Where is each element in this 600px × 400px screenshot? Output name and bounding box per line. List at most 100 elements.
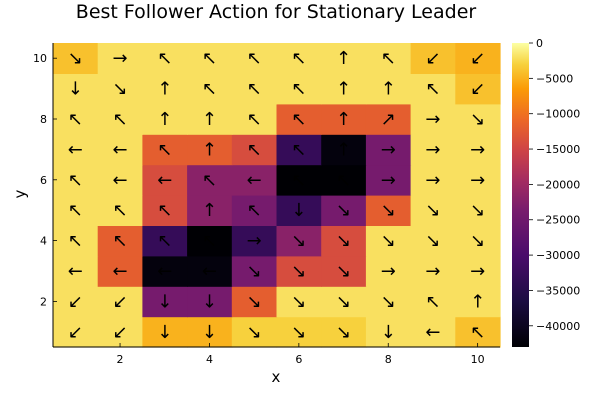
heatmap-cell (187, 164, 233, 196)
heatmap-cell (53, 134, 99, 166)
heatmap-cell (231, 255, 278, 287)
action-arrow: ↖ (291, 170, 306, 191)
heatmap-cell (142, 286, 188, 318)
heatmap-cell (321, 73, 367, 105)
heatmap-cell (321, 164, 367, 196)
action-arrow: → (425, 261, 440, 282)
heatmap-cell (97, 316, 143, 348)
action-arrow: ↙ (425, 48, 440, 69)
heatmap-cell (410, 195, 456, 226)
heatmap-cell (410, 43, 456, 74)
heatmap-cell (97, 103, 143, 135)
heatmap-cell (142, 225, 188, 257)
heatmap-cell (231, 43, 278, 74)
action-arrow: ↘ (113, 79, 128, 100)
heatmap-cell (142, 316, 188, 348)
heatmap-cell (187, 316, 233, 348)
arrow-layer: ↙ ↙ ↓ ↓ ↘ ↘ ↘ ↓ ← ↖ ↙ ↙ ↓ ↓ ↘ ↘ ↘ ↘ ↖ ↑ ← ← ← ← ↘ ↘ ↘ → → → ↖ ↖ ↖ ↖ → ↘ ↘ ↘ ↘ ↘… (68, 48, 485, 343)
action-arrow: ← (157, 261, 172, 282)
colorbar-tick-label: 0 (536, 37, 543, 50)
action-arrow: ← (202, 261, 217, 282)
heatmap-cell (231, 164, 278, 196)
heatmap-cell (53, 164, 99, 196)
heatmap-cell (365, 134, 412, 166)
heatmap-cell (321, 255, 367, 287)
action-arrow: ↘ (291, 231, 306, 252)
x-axis-ticks: 2 4 6 8 10 (117, 343, 485, 366)
action-arrow: ↘ (336, 291, 351, 312)
heatmap-cell (97, 73, 143, 105)
action-arrow: ↖ (68, 109, 83, 130)
action-arrow: → (425, 109, 440, 130)
heatmap-cell (321, 43, 367, 74)
action-arrow: ↘ (470, 200, 485, 221)
action-arrow: → (381, 261, 396, 282)
heatmap-cell (410, 316, 456, 348)
y-tick-label: 6 (40, 174, 47, 187)
heatmap-cell (142, 255, 188, 287)
heatmap-cell (231, 316, 278, 348)
heatmap-cell (321, 286, 367, 318)
action-arrow: ↖ (68, 200, 83, 221)
heatmap-cell (365, 164, 412, 196)
action-arrow: ↖ (291, 48, 306, 69)
action-arrow: ↖ (425, 291, 440, 312)
heatmap-cell (142, 73, 188, 105)
action-arrow: ↘ (68, 48, 83, 69)
action-arrow: → (425, 170, 440, 191)
action-arrow: ↘ (425, 231, 440, 252)
action-arrow: ↙ (68, 291, 83, 312)
action-arrow: ↘ (381, 231, 396, 252)
heatmap-cell (231, 134, 278, 166)
heatmap-cell (365, 195, 412, 226)
heatmap-cell (187, 195, 233, 226)
heatmap-cell (97, 225, 143, 257)
heatmap-cell (276, 286, 322, 318)
heatmap-cell (142, 103, 188, 135)
action-arrow: → (470, 139, 485, 160)
heatmap-cell (276, 103, 322, 135)
y-axis-ticks: 2 4 6 8 10 (33, 52, 57, 308)
action-arrow: ↑ (202, 139, 217, 160)
heatmap-cell (97, 286, 143, 318)
action-arrow: ↖ (202, 48, 217, 69)
heatmap-cell (276, 134, 322, 166)
action-arrow: ↖ (247, 48, 262, 69)
heatmap-cell (410, 134, 456, 166)
action-arrow: ← (247, 170, 262, 191)
action-arrow: ↖ (113, 231, 128, 252)
heatmap-cell (276, 43, 322, 74)
heatmap-cell (231, 195, 278, 226)
action-arrow: ↘ (336, 231, 351, 252)
action-arrow: ↖ (247, 79, 262, 100)
action-arrow: → (470, 261, 485, 282)
heatmap-cell (365, 286, 412, 318)
action-arrow: ↘ (470, 231, 485, 252)
action-arrow: ↖ (291, 139, 306, 160)
heatmap-cell (276, 225, 322, 257)
heatmap-cell (53, 255, 99, 287)
action-arrow: ↖ (68, 231, 83, 252)
heatmap-cell (231, 225, 278, 257)
heatmap-cell (365, 43, 412, 74)
heatmap-cell (53, 316, 99, 348)
action-arrow: ↑ (202, 109, 217, 130)
heatmap-cell (321, 316, 367, 348)
heatmap-cell (455, 225, 501, 257)
heatmap-cell (53, 73, 99, 105)
heatmap-cell (455, 195, 501, 226)
heatmap-cell (142, 43, 188, 74)
heatmap-cell (187, 73, 233, 105)
action-arrow: ↓ (68, 79, 83, 100)
action-arrow: ↖ (202, 79, 217, 100)
heatmap-cell (187, 134, 233, 166)
action-arrow: ↑ (336, 139, 351, 160)
heatmap-cell (53, 225, 99, 257)
heatmap-cell (187, 255, 233, 287)
heatmap-cell (410, 286, 456, 318)
heatmap-cells (53, 43, 501, 348)
heatmap-cell (455, 255, 501, 287)
action-arrow: ↖ (157, 200, 172, 221)
action-arrow: ↘ (291, 322, 306, 343)
heatmap-cell (365, 73, 412, 105)
